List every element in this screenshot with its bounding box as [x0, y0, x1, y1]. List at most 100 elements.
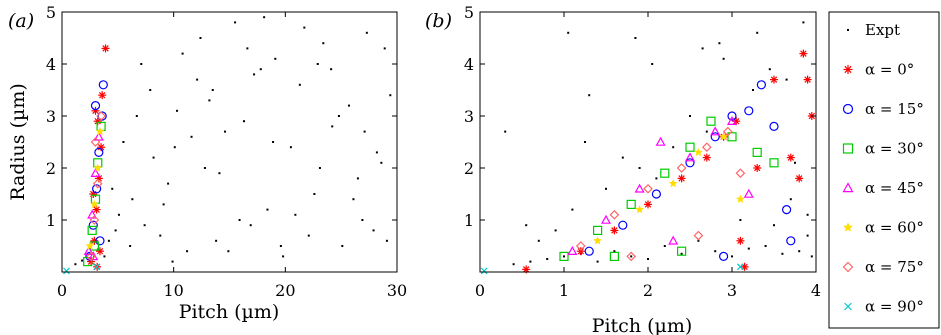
point-b-4-6 [726, 115, 738, 126]
point-b-1-9 [740, 262, 749, 271]
x-tick-label-a-2: 20 [275, 281, 295, 300]
point-b-2-3 [685, 158, 695, 168]
point-b-6-5 [722, 126, 733, 137]
point-a-6-1 [89, 215, 100, 225]
point-a-5-2 [93, 163, 103, 172]
point-a-0-33 [215, 239, 218, 242]
point-b-0-32 [689, 115, 691, 117]
point-b-1-12 [786, 153, 795, 162]
point-b-1-4 [677, 174, 686, 183]
point-a-4-2 [90, 167, 101, 177]
point-a-0-29 [114, 229, 117, 232]
series-a-7 [63, 263, 101, 275]
point-a-0-0 [74, 263, 77, 266]
legend: Expt α = 0° α = 15° α = 30° α = 45° α = 60° α … [828, 11, 940, 329]
point-a-0-21 [313, 193, 316, 195]
point-b-1-0 [522, 265, 531, 274]
point-b-6-2 [643, 183, 653, 194]
point-a-6-3 [90, 137, 101, 147]
series-b-4 [567, 115, 754, 255]
point-a-0-47 [162, 203, 165, 206]
legend-marker-3 [842, 143, 854, 154]
point-a-0-18 [274, 57, 277, 60]
point-b-4-8 [668, 235, 679, 245]
point-b-1-1 [576, 247, 585, 256]
point-a-0-26 [365, 31, 368, 34]
legend-marker-2 [842, 103, 854, 115]
point-b-0-11 [697, 239, 700, 242]
point-b-4-7 [743, 188, 754, 198]
point-b-2-10 [786, 236, 796, 246]
point-a-0-17 [266, 208, 269, 211]
legend-label-2: α = 15° [865, 100, 924, 118]
point-a-0-15 [243, 120, 246, 123]
legend-label-4: α = 45° [865, 179, 924, 197]
point-a-2-4 [97, 111, 107, 121]
point-a-6-4 [96, 111, 106, 121]
point-b-2-7 [756, 80, 767, 90]
point-b-0-26 [773, 224, 775, 227]
legend-label-5: α = 60° [865, 219, 924, 237]
y-tick-label-a-0: 1 [46, 211, 56, 230]
point-a-1-5 [93, 117, 102, 126]
legend-item-0: Expt [847, 21, 900, 39]
legend-label-0: Expt [865, 21, 900, 39]
point-a-0-38 [372, 229, 375, 232]
point-a-5-1 [89, 199, 99, 209]
point-b-5-3 [693, 147, 703, 157]
point-a-0-50 [272, 141, 275, 143]
series-a-2 [85, 80, 108, 261]
point-b-2-4 [710, 132, 720, 142]
point-b-1-10 [753, 164, 762, 172]
x-axis-title-a: Pitch (µm) [179, 301, 280, 323]
point-b-0-44 [525, 224, 528, 227]
axes-frame-a [61, 11, 398, 273]
legend-item-4: α = 45° [842, 179, 924, 197]
point-b-3-9 [676, 246, 687, 256]
point-a-0-7 [152, 156, 155, 159]
point-b-2-11 [718, 251, 729, 261]
point-b-0-27 [806, 234, 809, 237]
point-a-2-5 [90, 100, 101, 111]
point-b-0-17 [798, 250, 801, 253]
point-b-1-16 [795, 174, 804, 183]
point-a-0-55 [140, 63, 143, 65]
point-b-0-22 [638, 167, 641, 169]
point-a-0-13 [218, 172, 221, 175]
point-a-0-16 [253, 73, 256, 76]
point-a-0-60 [294, 213, 297, 216]
point-b-1-13 [799, 49, 808, 58]
y-tick-label-a-1: 2 [46, 159, 56, 178]
point-b-0-9 [663, 245, 666, 247]
point-a-0-68 [279, 245, 282, 247]
point-b-2-0 [584, 246, 594, 256]
series-b-5 [593, 132, 745, 245]
point-b-0-19 [554, 229, 557, 232]
point-a-1-1 [90, 236, 99, 245]
point-a-0-42 [224, 130, 227, 133]
point-a-0-51 [318, 167, 321, 169]
series-b-1 [522, 49, 816, 274]
point-a-2-7 [98, 80, 108, 90]
point-a-0-39 [122, 141, 125, 143]
series-a-6 [86, 111, 106, 262]
point-a-1-2 [92, 205, 101, 214]
point-a-0-31 [159, 234, 162, 237]
legend-marker-0 [847, 29, 849, 31]
point-b-0-8 [647, 258, 649, 260]
point-b-0-2 [546, 258, 549, 260]
point-b-0-24 [705, 130, 708, 133]
point-a-0-22 [322, 42, 325, 45]
point-a-0-71 [383, 47, 386, 50]
point-b-1-5 [702, 153, 711, 162]
x-axis-title-b: Pitch (µm) [592, 315, 693, 335]
point-a-0-66 [211, 89, 214, 91]
point-a-0-8 [167, 182, 170, 185]
point-a-0-5 [131, 198, 134, 201]
point-a-0-24 [347, 104, 350, 107]
point-a-0-52 [361, 219, 364, 221]
point-b-0-25 [739, 219, 742, 221]
point-b-0-10 [680, 252, 683, 255]
x-tick-label-b-1: 1 [559, 281, 569, 300]
